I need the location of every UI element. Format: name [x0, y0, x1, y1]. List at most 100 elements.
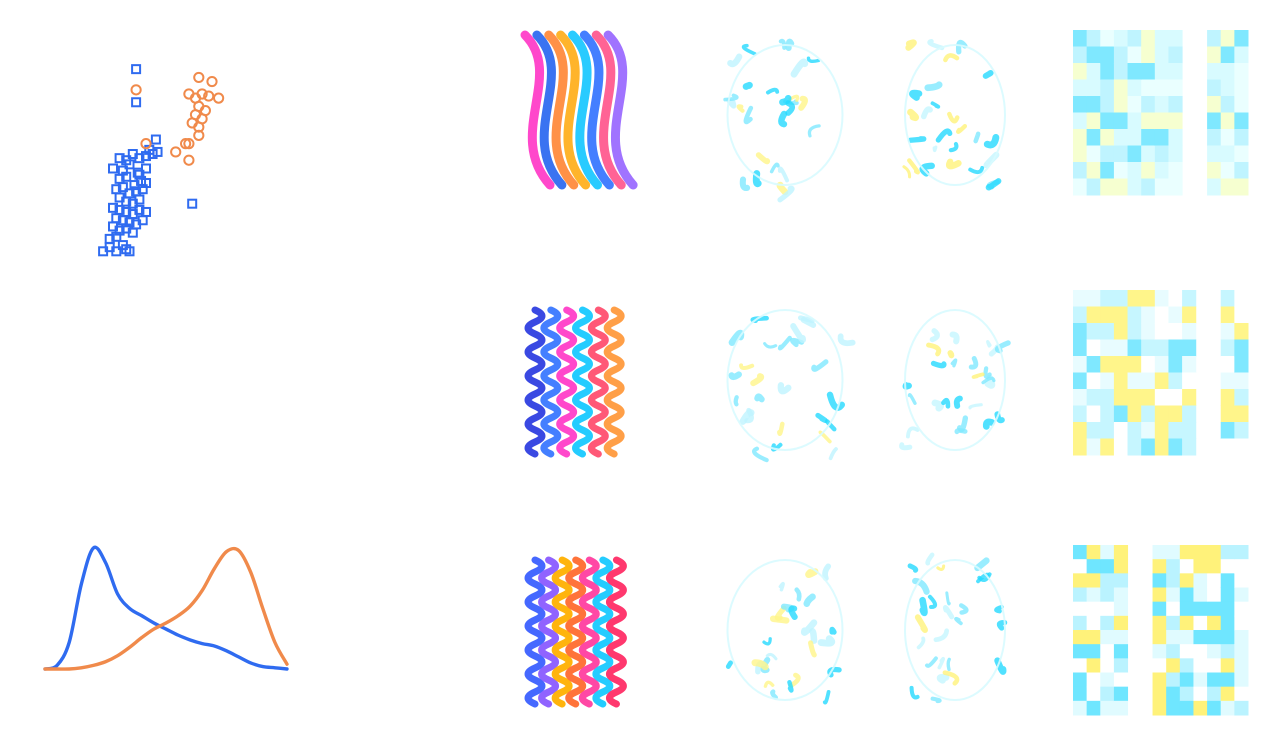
scatter-point	[134, 153, 145, 164]
heatmap-cell	[1168, 46, 1183, 64]
heatmap-cell	[1154, 112, 1169, 130]
density-curve	[43, 546, 289, 671]
heatmap-cell	[1234, 405, 1249, 423]
heatmap-cell	[1086, 96, 1101, 113]
surface-fragment	[927, 39, 945, 51]
heatmap-cell	[1100, 339, 1115, 357]
heatmap-cell	[1073, 356, 1088, 373]
surface-fragment	[927, 594, 938, 610]
heatmap-cell	[1166, 601, 1181, 617]
heatmap-cell	[1141, 306, 1156, 324]
heatmap-cell	[1234, 601, 1249, 617]
heatmap-cell	[1166, 545, 1181, 560]
heatmap-cell	[1220, 63, 1235, 80]
surface-fragment	[726, 97, 737, 109]
surface-fragment	[770, 615, 790, 624]
surface-fragment	[926, 342, 942, 357]
heatmap-cell	[1073, 323, 1088, 340]
surface-fragment	[811, 359, 829, 372]
heatmap-cell	[1182, 290, 1197, 307]
heatmap-cell	[1113, 112, 1129, 130]
heatmap-cell	[1234, 323, 1249, 340]
heatmap-cell	[1113, 46, 1129, 64]
heatmap-cell	[1086, 162, 1101, 179]
heatmap-cell	[1152, 573, 1167, 588]
surface-fragment	[905, 426, 920, 439]
heatmap-cell	[1193, 601, 1208, 617]
heatmap-cell	[1207, 129, 1222, 146]
heatmap-cell	[1100, 545, 1115, 560]
heatmap-cell	[1234, 339, 1249, 357]
ribbon-strand	[544, 30, 579, 190]
ribbon-helix	[524, 306, 546, 458]
heatmap-cell	[1073, 46, 1088, 64]
heatmap-cell	[1179, 630, 1194, 645]
surface-outline	[726, 559, 844, 701]
heatmap-cell	[1193, 545, 1208, 560]
surface-fragment	[929, 328, 940, 343]
heatmap-cell	[1154, 162, 1169, 179]
heatmap-cell	[1141, 438, 1156, 456]
surface-fragment	[994, 604, 1004, 614]
surface-fragment	[953, 395, 963, 409]
heatmap-cell	[1234, 672, 1249, 688]
heatmap-cell	[1127, 372, 1142, 390]
heatmap-cell	[1234, 178, 1249, 196]
surface-fragment	[899, 442, 913, 451]
ribbon-strand	[556, 30, 591, 190]
heatmap-cell	[1100, 559, 1115, 574]
heatmap-cell	[1141, 129, 1156, 146]
heatmap-cell	[1207, 587, 1222, 603]
surface-fragment	[743, 105, 754, 125]
heatmap-cell	[1207, 112, 1222, 130]
scatter-point	[140, 138, 152, 150]
heatmap-cell	[1127, 79, 1142, 97]
heatmap-cell	[1234, 112, 1249, 130]
surface-fragment	[956, 123, 968, 134]
heatmap-cell	[1168, 405, 1183, 423]
heatmap-cell	[1113, 79, 1129, 97]
heatmap-cell	[1234, 422, 1249, 439]
heatmap-cell	[1154, 405, 1169, 423]
surface-fragment	[925, 656, 938, 668]
heatmap-cell	[1168, 422, 1183, 439]
surface-fragment	[808, 640, 817, 658]
surface-fragment	[931, 399, 944, 412]
heatmap-cell	[1193, 573, 1208, 588]
surface-fragment	[981, 376, 996, 385]
heatmap-cell	[1220, 587, 1235, 603]
surface-fragment	[755, 152, 771, 165]
heatmap-cell	[1127, 339, 1142, 357]
heatmap-cell	[1234, 630, 1249, 645]
heatmap-cell	[1154, 438, 1169, 456]
ribbon-helix	[592, 556, 614, 708]
heatmap-cell	[1100, 323, 1115, 340]
heatmap-cell	[1113, 573, 1129, 588]
scatter-point	[121, 196, 132, 207]
surface-fragment	[805, 568, 819, 578]
heatmap-cell	[1127, 96, 1142, 113]
heatmap-cell	[1073, 672, 1088, 688]
heatmap-cell	[1207, 672, 1222, 688]
ribbon-helix	[556, 306, 578, 458]
surface-fragment	[983, 366, 992, 379]
heatmap-cell	[1113, 601, 1129, 617]
heatmap-cell	[1086, 323, 1101, 340]
surface-fragment	[739, 176, 751, 191]
heatmap-cell	[1073, 372, 1088, 390]
heatmap-cell	[1220, 658, 1235, 673]
heatmap-cell	[1207, 630, 1222, 645]
heatmap-cell	[1234, 290, 1249, 307]
heatmap-cell	[1182, 339, 1197, 357]
heatmap-cell	[1207, 686, 1222, 702]
heatmap-cell	[1100, 601, 1115, 617]
ribbon-helix	[578, 556, 600, 708]
surface-fragment	[741, 43, 757, 56]
surface-fragment	[765, 87, 780, 95]
scatter-point	[206, 75, 218, 88]
heatmap-cell	[1127, 129, 1142, 146]
heatmap-cell	[1234, 96, 1249, 113]
heatmap-cell	[1168, 306, 1183, 324]
heatmap-cell	[1073, 615, 1088, 631]
surface-fragment	[954, 616, 963, 626]
